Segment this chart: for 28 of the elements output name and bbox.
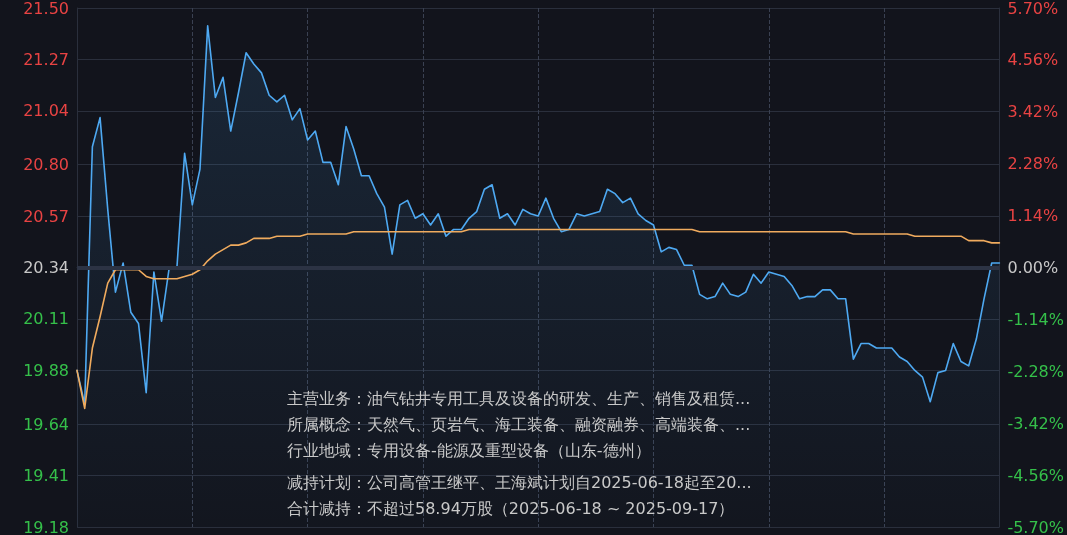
- y2-tick-label: -1.14%: [1007, 309, 1065, 329]
- y-tick-label: 19.41: [23, 466, 69, 486]
- annotation: 合计减持：不超过58.94万股（2025-06-18 ~ 2025-09-17）: [287, 498, 735, 518]
- line-series: [76, 228, 1001, 410]
- y-tick-label: 21.27: [23, 49, 69, 69]
- annotation: 减持计划：公司高管王继平、王海斌计划自2025-06-18起至20...: [287, 472, 752, 492]
- annotation: 所属概念：天然气、页岩气、海工装备、融资融券、高端装备、...: [287, 414, 751, 434]
- annotation: 主营业务：油气钻井专用工具及设备的研发、生产、销售及租赁...: [287, 388, 751, 408]
- y2-tick-label: -5.70%: [1007, 517, 1065, 535]
- y2-tick-label: -4.56%: [1007, 465, 1065, 485]
- y-tick-label: 20.80: [23, 155, 69, 175]
- y2-tick-label: -2.28%: [1007, 361, 1065, 381]
- y-tick-label: 20.34: [23, 258, 69, 277]
- y-tick-label: 20.11: [23, 309, 69, 329]
- y-tick-label: 21.04: [23, 101, 69, 121]
- y-tick-label: 21.50: [23, 0, 69, 18]
- y2-tick-label: 1.14%: [1007, 206, 1059, 226]
- y-tick-label: 19.88: [23, 360, 69, 380]
- y2-tick-label: 3.42%: [1007, 102, 1059, 122]
- annotation: 行业地域：专用设备-能源及重型设备（山东-德州）: [287, 440, 651, 460]
- y2-tick-label: 0.00%: [1007, 258, 1059, 277]
- y-tick-label: 20.57: [23, 206, 69, 226]
- y2-tick-label: 2.28%: [1007, 154, 1059, 174]
- y-tick-label: 19.64: [23, 414, 69, 434]
- y2-tick-label: 4.56%: [1007, 50, 1059, 70]
- y2-tick-label: -3.42%: [1007, 413, 1065, 433]
- y2-tick-label: 5.70%: [1007, 0, 1059, 18]
- y-tick-label: 19.18: [23, 517, 69, 535]
